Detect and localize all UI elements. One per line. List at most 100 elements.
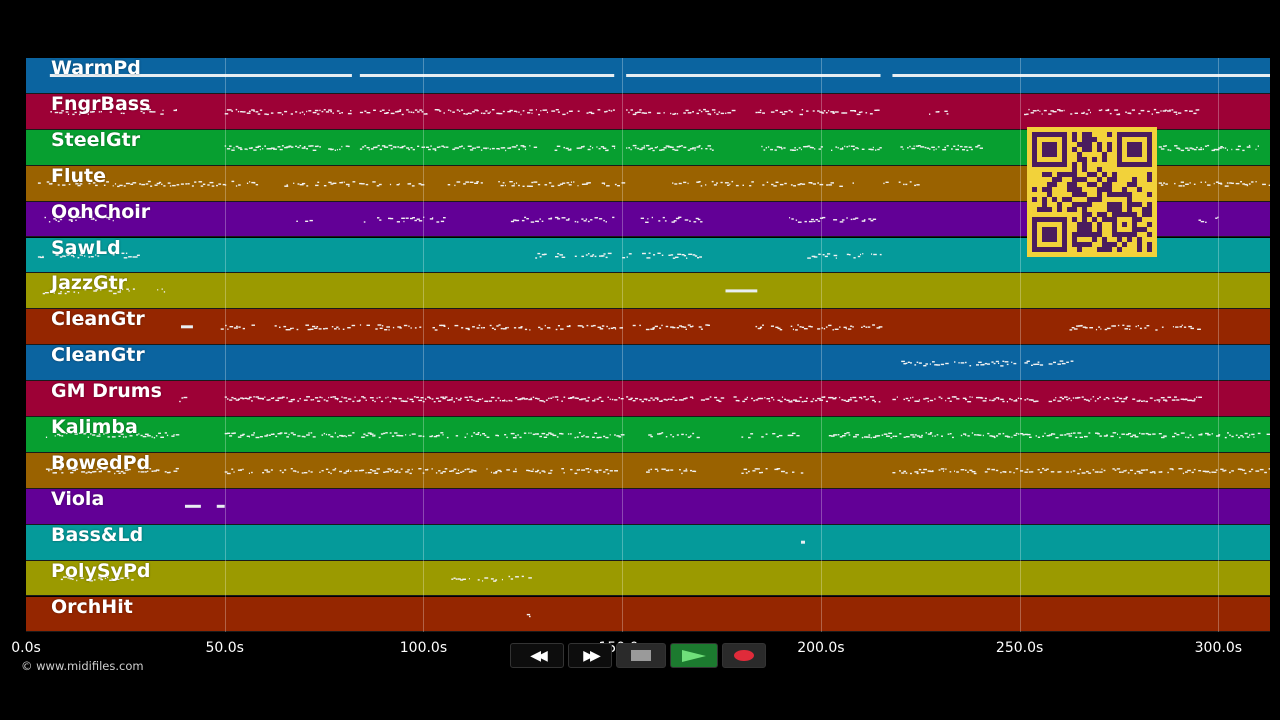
- note: [512, 470, 517, 473]
- note: [555, 328, 558, 331]
- note: [603, 435, 606, 438]
- note: [400, 468, 403, 470]
- note: [1048, 363, 1053, 365]
- note: [224, 184, 227, 186]
- note: [806, 110, 809, 112]
- note: [1198, 434, 1203, 436]
- track-row[interactable]: [26, 524, 1270, 561]
- note: [1114, 109, 1119, 111]
- note: [1158, 471, 1163, 473]
- track-row[interactable]: [26, 488, 1270, 525]
- note: [588, 111, 593, 114]
- note: [218, 183, 222, 185]
- note: [574, 220, 577, 223]
- note: [306, 396, 310, 398]
- note: [332, 436, 334, 438]
- track-row[interactable]: [26, 560, 1270, 597]
- note: [61, 472, 64, 474]
- fast-forward-button[interactable]: ▶▶: [568, 643, 612, 668]
- note: [440, 396, 445, 398]
- note: [295, 111, 298, 113]
- note: [253, 432, 255, 434]
- note: [628, 398, 632, 401]
- note: [1017, 397, 1020, 399]
- note: [598, 396, 602, 399]
- note: [119, 184, 123, 187]
- note: [919, 436, 923, 438]
- note: [1103, 435, 1108, 437]
- note: [565, 147, 569, 150]
- note: [70, 472, 74, 474]
- track-row[interactable]: [26, 596, 1270, 632]
- note: [861, 397, 863, 400]
- note: [419, 109, 423, 111]
- note: [1149, 471, 1153, 474]
- note: [1178, 468, 1183, 470]
- note: [255, 146, 259, 148]
- stop-button[interactable]: [616, 643, 666, 668]
- note: [1215, 217, 1218, 219]
- track-row[interactable]: [26, 309, 1270, 346]
- note: [1031, 399, 1034, 401]
- track-row[interactable]: [26, 452, 1270, 489]
- rewind-button[interactable]: ◀◀: [510, 643, 564, 668]
- note: [692, 432, 695, 435]
- note: [53, 218, 56, 220]
- note: [945, 362, 949, 365]
- note: [465, 113, 468, 115]
- note: [987, 468, 991, 470]
- note: [767, 146, 770, 148]
- note: [325, 400, 329, 402]
- note: [907, 147, 909, 149]
- time-gridline: [423, 58, 425, 632]
- note: [1031, 364, 1033, 366]
- note: [746, 396, 748, 399]
- note: [849, 254, 851, 256]
- note: [823, 396, 826, 398]
- note: [683, 326, 687, 328]
- note: [345, 470, 349, 472]
- note: [409, 472, 412, 475]
- note: [639, 148, 643, 151]
- note: [444, 396, 448, 398]
- note: [413, 396, 416, 398]
- note: [707, 398, 710, 400]
- note: [334, 397, 339, 400]
- play-button[interactable]: [670, 643, 718, 668]
- note: [1229, 434, 1231, 436]
- note: [590, 255, 594, 257]
- track-row[interactable]: [26, 273, 1270, 310]
- note: [830, 182, 834, 184]
- note: [1071, 327, 1075, 329]
- note: [1026, 398, 1029, 400]
- note: [1167, 149, 1170, 151]
- note: [396, 184, 400, 186]
- track-row[interactable]: [26, 93, 1270, 130]
- note: [705, 398, 709, 400]
- record-button[interactable]: [722, 643, 766, 668]
- note: [573, 181, 575, 183]
- note: [1189, 147, 1193, 149]
- note: [417, 145, 420, 147]
- note: [452, 148, 456, 151]
- note: [713, 184, 717, 186]
- note: [870, 148, 874, 151]
- note: [962, 397, 967, 399]
- note: [910, 472, 912, 475]
- note: [103, 184, 106, 186]
- note: [1235, 148, 1240, 151]
- note: [946, 145, 949, 147]
- note: [332, 182, 337, 184]
- note: [1015, 399, 1018, 401]
- note: [828, 396, 832, 399]
- note: [412, 148, 415, 151]
- note: [163, 291, 166, 293]
- note: [861, 111, 863, 113]
- note: [485, 110, 488, 112]
- note: [237, 469, 242, 471]
- note: [365, 472, 367, 474]
- note: [301, 147, 306, 149]
- note: [383, 471, 386, 473]
- note: [803, 328, 808, 330]
- note: [899, 470, 901, 472]
